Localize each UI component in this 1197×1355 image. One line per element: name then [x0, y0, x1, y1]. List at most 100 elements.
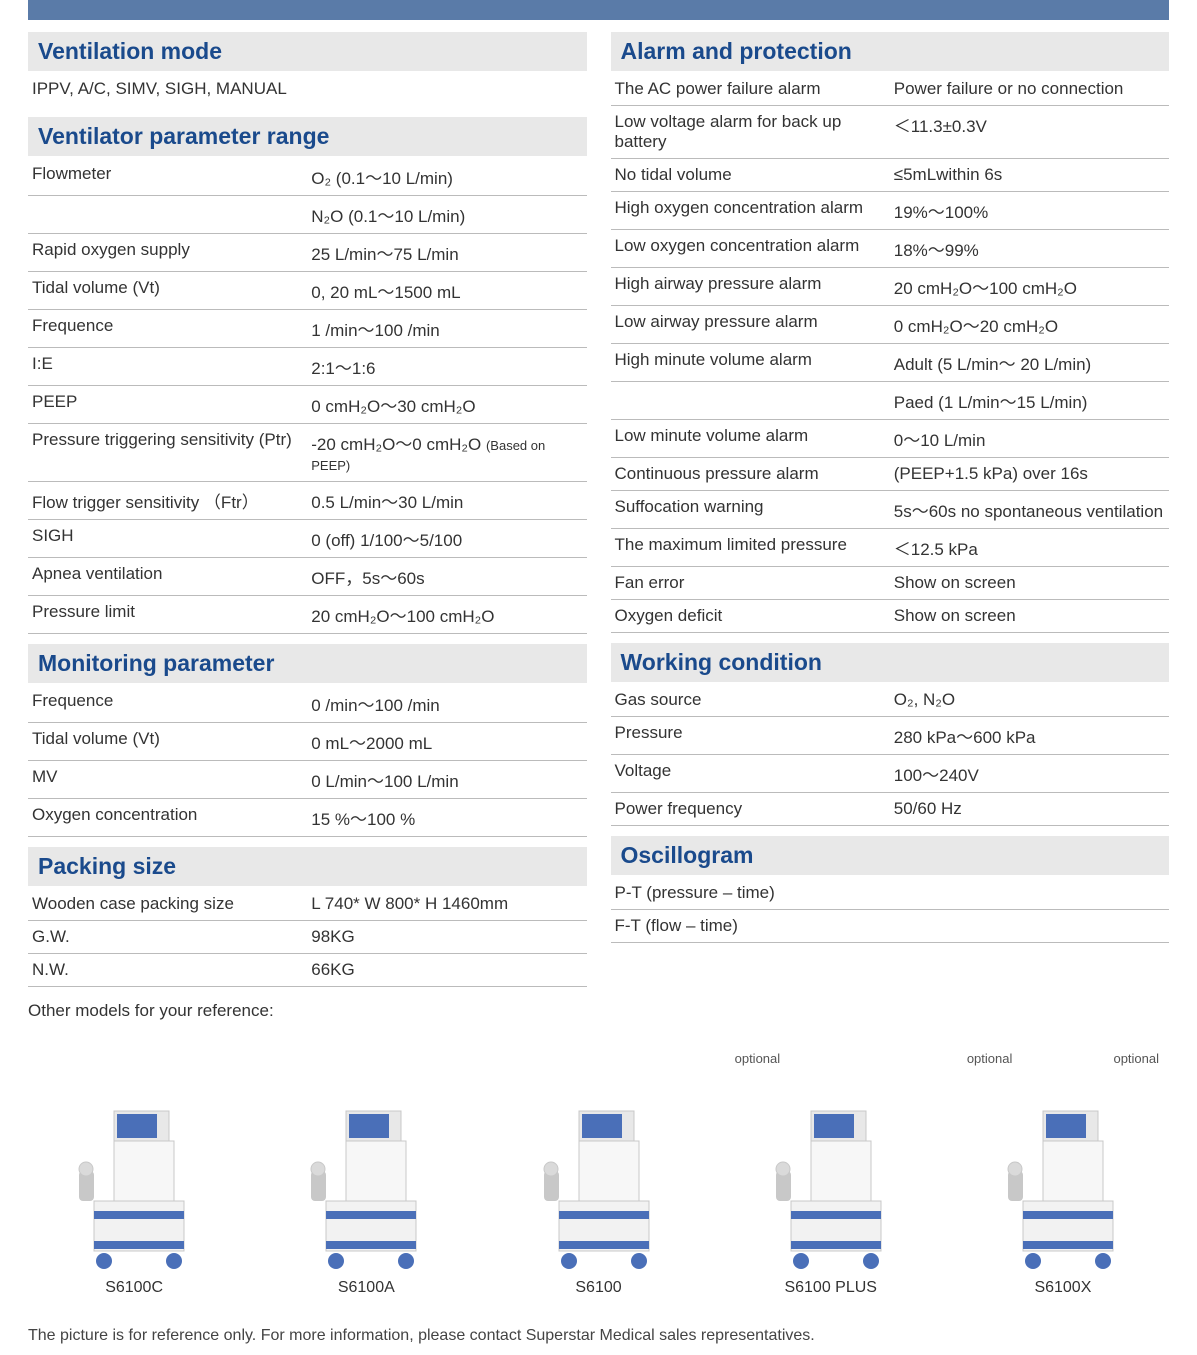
spec-label: Oxygen deficit — [611, 600, 890, 633]
table-row: Tidal volume (Vt)0 mL～2000 mL — [28, 723, 587, 761]
spec-label: Pressure triggering sensitivity (Ptr) — [28, 424, 307, 482]
spec-label: High oxygen concentration alarm — [611, 192, 890, 230]
spec-value: 0 cmH₂O～30 cmH₂O — [307, 386, 586, 424]
table-row: N.W.66KG — [28, 954, 587, 987]
spec-value: Adult (5 L/min～ 20 L/min) — [890, 344, 1169, 382]
spec-value: 2:1～1:6 — [307, 348, 586, 386]
other-models-text: Other models for your reference: — [0, 987, 1197, 1021]
table-row: The AC power failure alarmPower failure … — [611, 73, 1170, 106]
monitoring-param-table: Frequence0 /min～100 /minTidal volume (Vt… — [28, 685, 587, 837]
spec-value: 15 %～100 % — [307, 799, 586, 837]
spec-value: 0 cmH₂O～20 cmH₂O — [890, 306, 1169, 344]
table-row: Pressure triggering sensitivity (Ptr)-20… — [28, 424, 587, 482]
model-item: S6100A — [260, 1071, 472, 1297]
spec-label: Frequence — [28, 685, 307, 723]
spec-label — [611, 382, 890, 420]
spec-label: MV — [28, 761, 307, 799]
spec-label: G.W. — [28, 921, 307, 954]
optional-tag: optional — [1113, 1051, 1159, 1066]
spec-value: 19%～100% — [890, 192, 1169, 230]
machine-icon — [756, 1071, 906, 1271]
spec-label: F-T (flow – time) — [611, 910, 890, 943]
spec-label: Gas source — [611, 684, 890, 717]
spec-label: Tidal volume (Vt) — [28, 723, 307, 761]
spec-label: Low minute volume alarm — [611, 420, 890, 458]
table-row: Wooden case packing sizeL 740* W 800* H … — [28, 888, 587, 921]
spec-label: Oxygen concentration — [28, 799, 307, 837]
ventilation-mode-text: IPPV, A/C, SIMV, SIGH, MANUAL — [28, 73, 587, 107]
spec-label: The maximum limited pressure — [611, 529, 890, 567]
spec-value: Show on screen — [890, 567, 1169, 600]
table-row: Continuous pressure alarm(PEEP+1.5 kPa) … — [611, 458, 1170, 491]
spec-label: The AC power failure alarm — [611, 73, 890, 106]
spec-label: Rapid oxygen supply — [28, 234, 307, 272]
spec-label: High airway pressure alarm — [611, 268, 890, 306]
spec-value: 0 (off) 1/100～5/100 — [307, 520, 586, 558]
spec-value: 1 /min～100 /min — [307, 310, 586, 348]
spec-value: O₂ (0.1～10 L/min) — [307, 158, 586, 196]
table-row: High oxygen concentration alarm19%～100% — [611, 192, 1170, 230]
table-row: Pressure limit20 cmH₂O～100 cmH₂O — [28, 596, 587, 634]
spec-label: PEEP — [28, 386, 307, 424]
table-row: Low oxygen concentration alarm18%～99% — [611, 230, 1170, 268]
machine-icon — [988, 1071, 1138, 1271]
spec-label: Voltage — [611, 755, 890, 793]
spec-value: 0.5 L/min～30 L/min — [307, 482, 586, 520]
table-row: P-T (pressure – time) — [611, 877, 1170, 910]
table-row: Suffocation warning5s～60s no spontaneous… — [611, 491, 1170, 529]
spec-label: Power frequency — [611, 793, 890, 826]
table-row: Power frequency50/60 Hz — [611, 793, 1170, 826]
spec-value: 100～240V — [890, 755, 1169, 793]
machine-icon — [524, 1071, 674, 1271]
spec-value: OFF，5s～60s — [307, 558, 586, 596]
spec-value: 20 cmH₂O～100 cmH₂O — [890, 268, 1169, 306]
table-row: High airway pressure alarm20 cmH₂O～100 c… — [611, 268, 1170, 306]
spec-label: Frequence — [28, 310, 307, 348]
section-title-ventilator-param: Ventilator parameter range — [28, 117, 587, 156]
spec-label: Pressure — [611, 717, 890, 755]
spec-value: -20 cmH₂O～0 cmH₂O (Based on PEEP) — [307, 424, 586, 482]
spec-label: Flowmeter — [28, 158, 307, 196]
spec-value — [890, 910, 1169, 943]
spec-label: Fan error — [611, 567, 890, 600]
spec-value: (PEEP+1.5 kPa) over 16s — [890, 458, 1169, 491]
spec-label: Continuous pressure alarm — [611, 458, 890, 491]
table-row: Rapid oxygen supply25 L/min～75 L/min — [28, 234, 587, 272]
spec-value: O₂, N₂O — [890, 684, 1169, 717]
spec-label: P-T (pressure – time) — [611, 877, 890, 910]
table-row: Voltage100～240V — [611, 755, 1170, 793]
spec-value: 98KG — [307, 921, 586, 954]
section-title-alarm: Alarm and protection — [611, 32, 1170, 71]
table-row: I:E2:1～1:6 — [28, 348, 587, 386]
table-row: Oxygen concentration15 %～100 % — [28, 799, 587, 837]
spec-value: L 740* W 800* H 1460mm — [307, 888, 586, 921]
table-row: Low minute volume alarm0～10 L/min — [611, 420, 1170, 458]
spec-value: ＜11.3±0.3V — [890, 106, 1169, 159]
spec-label: Pressure limit — [28, 596, 307, 634]
table-row: Pressure280 kPa～600 kPa — [611, 717, 1170, 755]
footnote: The picture is for reference only. For m… — [0, 1317, 1197, 1355]
table-row: Gas sourceO₂, N₂O — [611, 684, 1170, 717]
machine-icon — [291, 1071, 441, 1271]
table-row: N₂O (0.1～10 L/min) — [28, 196, 587, 234]
table-row: Tidal volume (Vt)0, 20 mL～1500 mL — [28, 272, 587, 310]
spec-value: 0～10 L/min — [890, 420, 1169, 458]
spec-label: I:E — [28, 348, 307, 386]
spec-label: Low oxygen concentration alarm — [611, 230, 890, 268]
spec-value: 18%～99% — [890, 230, 1169, 268]
spec-value: 0 L/min～100 L/min — [307, 761, 586, 799]
section-title-oscillogram: Oscillogram — [611, 836, 1170, 875]
spec-label: Tidal volume (Vt) — [28, 272, 307, 310]
table-row: No tidal volume≤5mLwithin 6s — [611, 159, 1170, 192]
spec-label: Wooden case packing size — [28, 888, 307, 921]
model-label: S6100 — [492, 1279, 704, 1297]
spec-label: High minute volume alarm — [611, 344, 890, 382]
spec-value: Show on screen — [890, 600, 1169, 633]
table-row: Paed (1 L/min～15 L/min) — [611, 382, 1170, 420]
table-row: G.W.98KG — [28, 921, 587, 954]
spec-value: 25 L/min～75 L/min — [307, 234, 586, 272]
table-row: SIGH0 (off) 1/100～5/100 — [28, 520, 587, 558]
ventilator-param-table: FlowmeterO₂ (0.1～10 L/min)N₂O (0.1～10 L/… — [28, 158, 587, 634]
spec-value: ≤5mLwithin 6s — [890, 159, 1169, 192]
table-row: FlowmeterO₂ (0.1～10 L/min) — [28, 158, 587, 196]
